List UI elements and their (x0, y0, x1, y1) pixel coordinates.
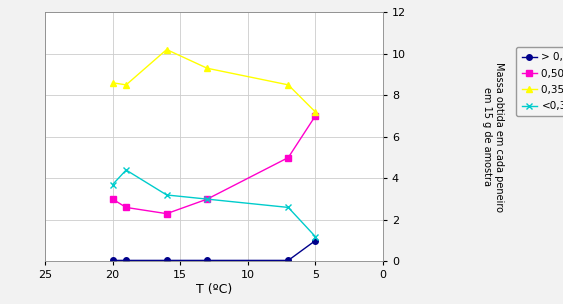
<0,350 (285, 206, 292, 209)
0,350 mm (285, 83, 292, 87)
Line: <0,350: <0,350 (109, 167, 319, 240)
0,500 mm (163, 212, 170, 216)
0,350 mm (312, 110, 319, 114)
<0,350 (123, 168, 129, 172)
0,350 mm (123, 83, 129, 87)
> 0,850 mm (109, 259, 116, 262)
0,500 mm (123, 206, 129, 209)
0,500 mm (109, 197, 116, 201)
> 0,850 mm (285, 259, 292, 262)
0,500 mm (285, 156, 292, 159)
Line: 0,500 mm: 0,500 mm (110, 113, 318, 216)
> 0,850 mm (163, 259, 170, 262)
<0,350 (312, 235, 319, 238)
0,500 mm (312, 114, 319, 118)
0,350 mm (163, 48, 170, 51)
<0,350 (204, 197, 211, 201)
<0,350 (109, 183, 116, 186)
0,350 mm (204, 67, 211, 70)
<0,350 (163, 193, 170, 197)
> 0,850 mm (312, 239, 319, 243)
> 0,850 mm (204, 259, 211, 262)
X-axis label: T (ºC): T (ºC) (196, 283, 232, 296)
> 0,850 mm (123, 259, 129, 262)
Line: > 0,850 mm: > 0,850 mm (110, 238, 318, 263)
Legend: > 0,850 mm, 0,500 mm, 0,350 mm, <0,350: > 0,850 mm, 0,500 mm, 0,350 mm, <0,350 (516, 47, 563, 116)
Y-axis label: Massa obtida em cada peneiro
em 15 g de amostra: Massa obtida em cada peneiro em 15 g de … (482, 62, 504, 212)
0,350 mm (109, 81, 116, 85)
Line: 0,350 mm: 0,350 mm (109, 46, 319, 115)
0,500 mm (204, 197, 211, 201)
